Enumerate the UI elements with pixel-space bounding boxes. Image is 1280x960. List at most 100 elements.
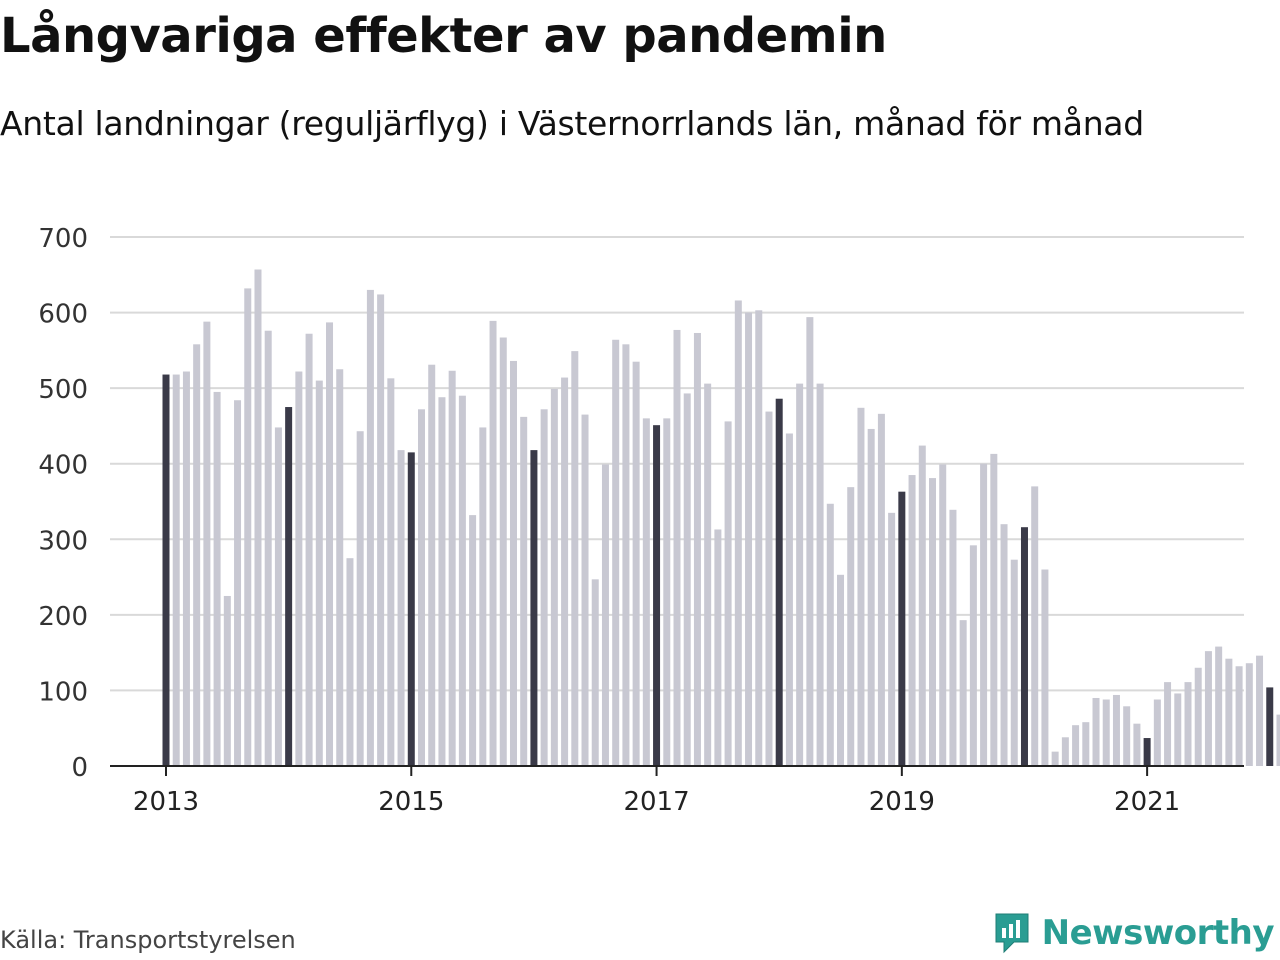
- bar-chart: 0 100 200 300 400 500 600 700 2013 2015 2017 2019 20…: [38, 224, 1280, 817]
- bar: [601, 464, 609, 766]
- bar: [1092, 697, 1100, 766]
- bars: [162, 269, 1280, 766]
- bar: [530, 450, 538, 766]
- bar: [724, 421, 732, 766]
- bar: [264, 330, 272, 766]
- bar: [499, 337, 507, 766]
- bar: [458, 395, 466, 766]
- bar: [407, 452, 415, 766]
- source-note: Källa: Transportstyrelsen: [0, 926, 296, 954]
- y-tick-label: 300: [38, 526, 88, 556]
- bar: [612, 339, 620, 766]
- bar: [1143, 738, 1151, 766]
- bar: [1112, 694, 1120, 766]
- bar: [1215, 646, 1223, 766]
- bar: [898, 491, 906, 766]
- bar: [1256, 655, 1264, 766]
- bar: [418, 409, 425, 766]
- y-tick-label: 200: [38, 602, 88, 632]
- y-tick-label: 400: [38, 451, 88, 481]
- bar: [326, 322, 334, 766]
- bar: [837, 574, 845, 766]
- bar: [234, 400, 242, 766]
- bar: [581, 414, 589, 766]
- bar: [888, 512, 896, 766]
- bar: [1010, 559, 1018, 766]
- x-tick-label: 2015: [378, 787, 444, 817]
- bar: [622, 344, 630, 766]
- bar: [806, 317, 814, 766]
- y-tick-label: 100: [38, 677, 88, 707]
- x-tick-label: 2013: [133, 787, 199, 817]
- bar: [1184, 682, 1192, 766]
- bar: [775, 398, 783, 766]
- bar: [172, 374, 180, 766]
- bar: [796, 383, 804, 766]
- x-tick-label: 2017: [623, 787, 689, 817]
- bar: [918, 445, 926, 766]
- bar: [336, 369, 344, 766]
- y-tick-label: 600: [38, 300, 88, 330]
- chart-title: Långvariga effekter av pandemin: [0, 8, 887, 64]
- bar: [1031, 486, 1039, 766]
- bar: [285, 407, 293, 766]
- bar: [162, 374, 170, 766]
- bar: [980, 463, 988, 766]
- bar: [571, 351, 579, 766]
- bar: [683, 393, 691, 766]
- bar: [469, 515, 477, 766]
- bar: [561, 377, 569, 766]
- bar: [377, 294, 385, 766]
- bar: [315, 380, 323, 766]
- bar: [704, 383, 712, 766]
- bar: [1174, 693, 1182, 766]
- bar: [826, 503, 834, 766]
- bar: [1153, 699, 1161, 766]
- bar: [1072, 725, 1080, 766]
- bar: [693, 332, 701, 766]
- y-tick-label: 700: [38, 224, 88, 254]
- bar: [305, 333, 313, 766]
- bar: [203, 321, 211, 766]
- bar: [1123, 706, 1131, 766]
- bar: [959, 620, 967, 766]
- bar: [1082, 722, 1090, 766]
- bar: [1041, 569, 1049, 766]
- bar: [673, 329, 681, 766]
- bar: [1000, 524, 1008, 766]
- bar: [1133, 723, 1141, 766]
- bar: [387, 378, 395, 766]
- bar-chart-speech-bubble-icon: [995, 913, 1029, 954]
- bar: [550, 388, 558, 766]
- bar: [509, 360, 517, 766]
- bar: [1061, 737, 1069, 766]
- bar: [591, 579, 599, 766]
- bar: [734, 300, 742, 766]
- bar: [1276, 714, 1280, 766]
- bar: [1245, 663, 1253, 766]
- bar: [867, 428, 875, 766]
- bar: [847, 487, 855, 766]
- bar: [632, 361, 640, 766]
- bar: [448, 370, 456, 766]
- bar: [254, 269, 262, 766]
- y-tick-label: 0: [71, 753, 88, 783]
- bar: [755, 310, 763, 766]
- bar: [356, 431, 364, 766]
- bar: [939, 464, 947, 766]
- bar: [193, 344, 201, 766]
- bar: [949, 509, 957, 766]
- bar: [438, 397, 446, 766]
- bar: [1164, 682, 1172, 766]
- y-tick-label: 500: [38, 375, 88, 405]
- bar: [857, 407, 865, 766]
- bar: [182, 371, 190, 766]
- bar: [1020, 527, 1028, 766]
- bar: [223, 595, 231, 766]
- bar: [908, 475, 916, 766]
- bar: [397, 450, 405, 766]
- brand-logo[interactable]: Newsworthy: [992, 910, 1275, 956]
- bar: [714, 529, 722, 766]
- bar: [1102, 699, 1110, 766]
- bar: [969, 545, 977, 766]
